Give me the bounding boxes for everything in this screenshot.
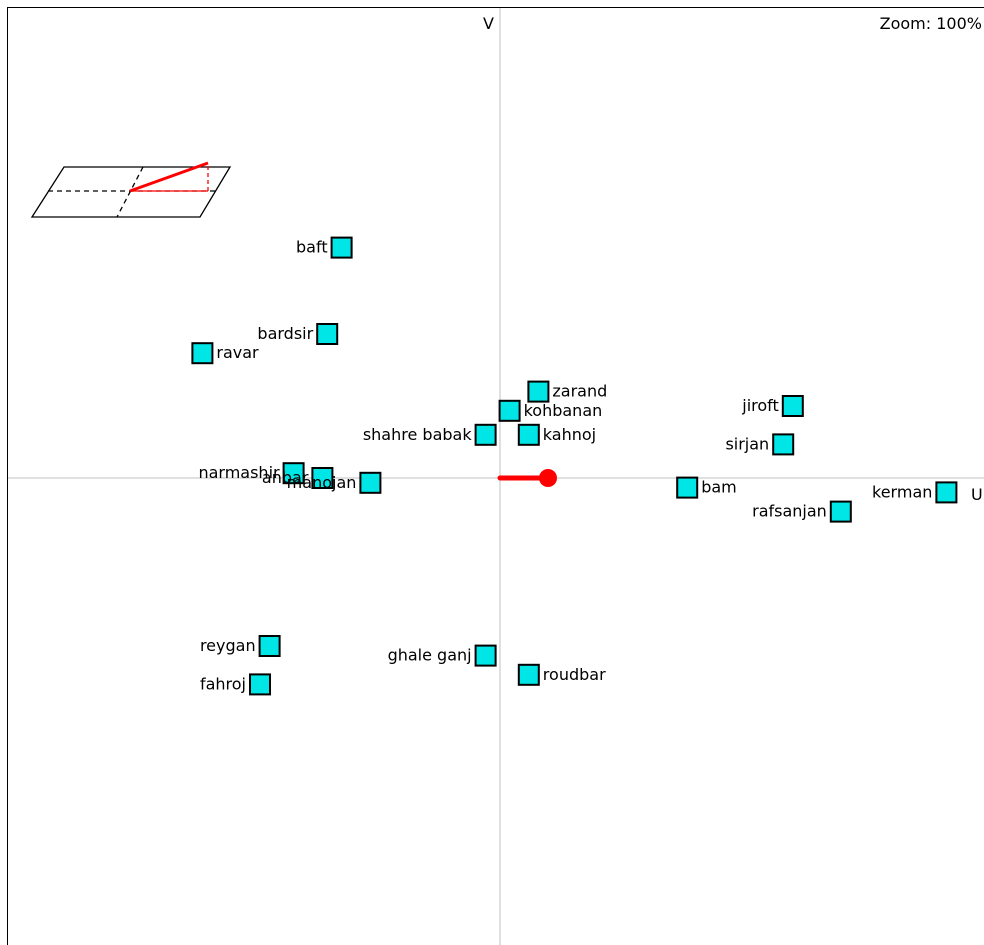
point-label: kerman	[872, 482, 932, 501]
point-label: kahnoj	[543, 425, 596, 444]
plane-orientation-icon[interactable]	[30, 161, 232, 218]
data-point[interactable]: kohbanan	[498, 399, 603, 422]
data-point[interactable]: ghale ganj	[388, 644, 497, 667]
plot-frame	[7, 7, 984, 945]
point-label: baft	[296, 238, 328, 257]
point-label: manojan	[287, 473, 357, 492]
point-label: shahre babak	[363, 425, 473, 444]
data-point[interactable]: anbar	[262, 467, 334, 489]
point-marker[interactable]	[772, 433, 795, 456]
point-label: jiroft	[741, 396, 779, 415]
data-point[interactable]: manojan	[287, 471, 382, 494]
point-marker[interactable]	[517, 423, 540, 446]
point-marker[interactable]	[474, 644, 497, 667]
point-marker[interactable]	[282, 462, 305, 485]
point-label: ghale ganj	[388, 646, 472, 665]
point-label: kohbanan	[524, 401, 603, 420]
point-marker[interactable]	[311, 467, 334, 489]
point-marker[interactable]	[474, 423, 497, 446]
data-point[interactable]: reygan	[200, 635, 281, 657]
point-marker[interactable]	[258, 635, 281, 657]
point-label: bam	[701, 478, 737, 497]
data-point[interactable]: baft	[296, 236, 353, 259]
point-label: ravar	[216, 343, 259, 362]
point-label: roudbar	[543, 665, 606, 684]
point-label: fahroj	[200, 674, 246, 693]
data-point[interactable]: narmashir	[198, 462, 305, 485]
point-label: narmashir	[198, 463, 280, 482]
point-label: reygan	[200, 636, 256, 655]
zoom-value: 100%	[936, 14, 982, 33]
zoom-label: Zoom:	[880, 14, 932, 33]
point-label: bardsir	[257, 324, 313, 343]
data-point[interactable]: ravar	[191, 342, 259, 365]
data-point[interactable]: bardsir	[257, 323, 339, 345]
u-axis-label: U	[971, 485, 983, 504]
point-marker[interactable]	[517, 663, 540, 686]
data-point[interactable]: shahre babak	[363, 423, 497, 446]
data-point[interactable]: fahroj	[200, 673, 271, 696]
data-point[interactable]: roudbar	[517, 663, 606, 686]
point-marker[interactable]	[935, 481, 958, 504]
point-marker[interactable]	[191, 342, 214, 365]
zoom-indicator: Zoom: 100%	[880, 14, 982, 33]
plane-vector-arrow	[129, 161, 209, 193]
data-point[interactable]: kahnoj	[517, 423, 596, 446]
point-marker[interactable]	[249, 673, 271, 696]
point-marker[interactable]	[316, 323, 339, 345]
data-point[interactable]: bam	[676, 476, 737, 499]
point-marker[interactable]	[829, 500, 852, 523]
point-marker[interactable]	[527, 380, 550, 403]
point-marker[interactable]	[498, 399, 521, 422]
point-marker[interactable]	[781, 395, 804, 417]
point-label: anbar	[262, 468, 309, 487]
point-label: sirjan	[725, 434, 769, 453]
data-point[interactable]: sirjan	[725, 433, 795, 456]
point-marker[interactable]	[359, 471, 382, 494]
data-point[interactable]: kerman	[872, 481, 958, 504]
data-point[interactable]: jiroft	[741, 395, 804, 417]
variable-vector[interactable]	[497, 469, 557, 487]
vector-head-handle[interactable]	[539, 469, 557, 487]
data-point[interactable]: zarand	[527, 380, 607, 403]
data-point[interactable]: rafsanjan	[752, 500, 852, 523]
point-marker[interactable]	[676, 476, 699, 499]
plane-dashed-axis-2	[116, 166, 144, 218]
point-marker[interactable]	[330, 236, 353, 259]
point-label: zarand	[552, 382, 607, 401]
v-axis-label: V	[483, 14, 494, 33]
point-label: rafsanjan	[752, 502, 827, 521]
